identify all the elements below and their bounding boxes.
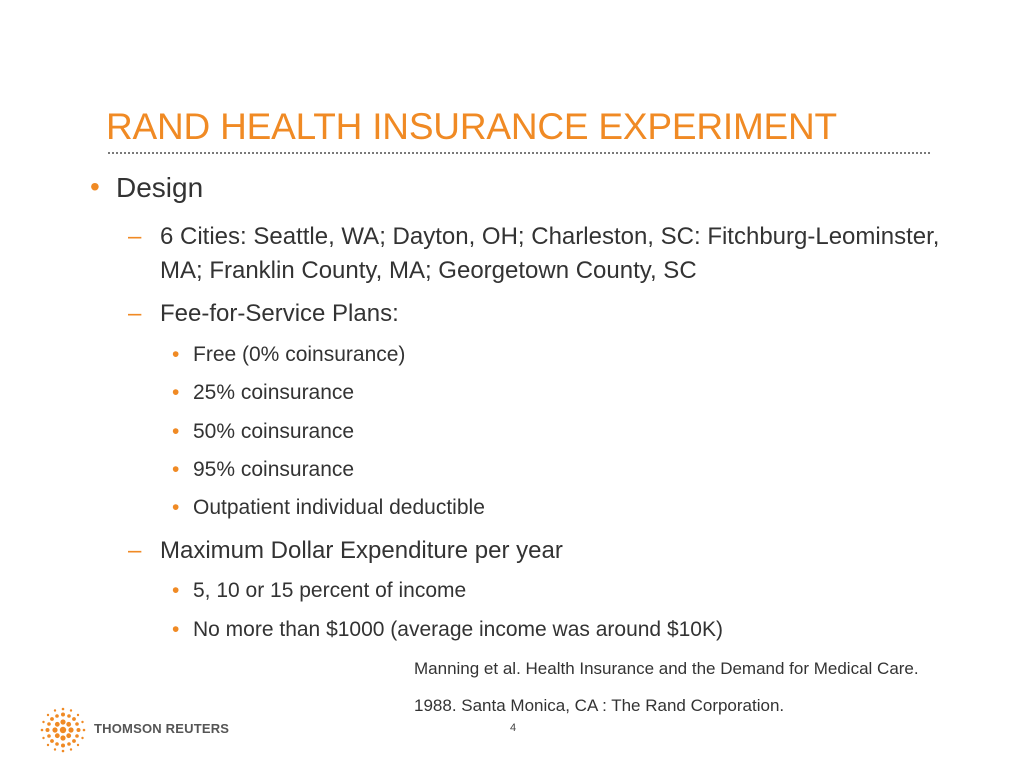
subbullet-max-expenditure-text: Maximum Dollar Expenditure per year [160,537,563,564]
citation-line-1: Manning et al. Health Insurance and the … [414,659,919,678]
bullet-marker: • [172,343,180,366]
bullet-marker: • [172,420,180,443]
bullet-marker: • [90,171,100,202]
expenditure-item-text: 5, 10 or 15 percent of income [193,579,467,602]
dash-marker: – [128,223,142,250]
plan-item-text: Free (0% coinsurance) [193,343,406,366]
subbullet-cities-text: 6 Cities: Seattle, WA; Dayton, OH; Charl… [160,223,940,284]
bullet-marker: • [172,381,180,404]
bullet-marker: • [172,458,180,481]
subbullet-fee-plans-text: Fee-for-Service Plans: [160,300,399,327]
citation-line-2: 1988. Santa Monica, CA : The Rand Corpor… [414,696,785,715]
dash-marker: – [128,300,142,327]
bullet-design-text: Design [116,172,204,203]
plan-item-text: 25% coinsurance [193,381,355,404]
title-divider [108,152,930,154]
logo-wordmark: THOMSON REUTERS [94,721,230,736]
dash-marker: – [128,537,142,564]
bullet-marker: • [172,579,180,602]
expenditure-item-text: No more than $1000 (average income was a… [193,618,723,641]
plan-item-text: 50% coinsurance [193,420,355,443]
plan-item-text: Outpatient individual deductible [193,496,485,519]
bullet-marker: • [172,618,180,641]
plan-item-text: 95% coinsurance [193,458,355,481]
bullet-marker: • [172,496,180,519]
thomson-reuters-dot-sphere-icon [40,707,86,753]
slide-title: RAND HEALTH INSURANCE EXPERIMENT [106,106,837,147]
page-number: 4 [510,722,517,734]
